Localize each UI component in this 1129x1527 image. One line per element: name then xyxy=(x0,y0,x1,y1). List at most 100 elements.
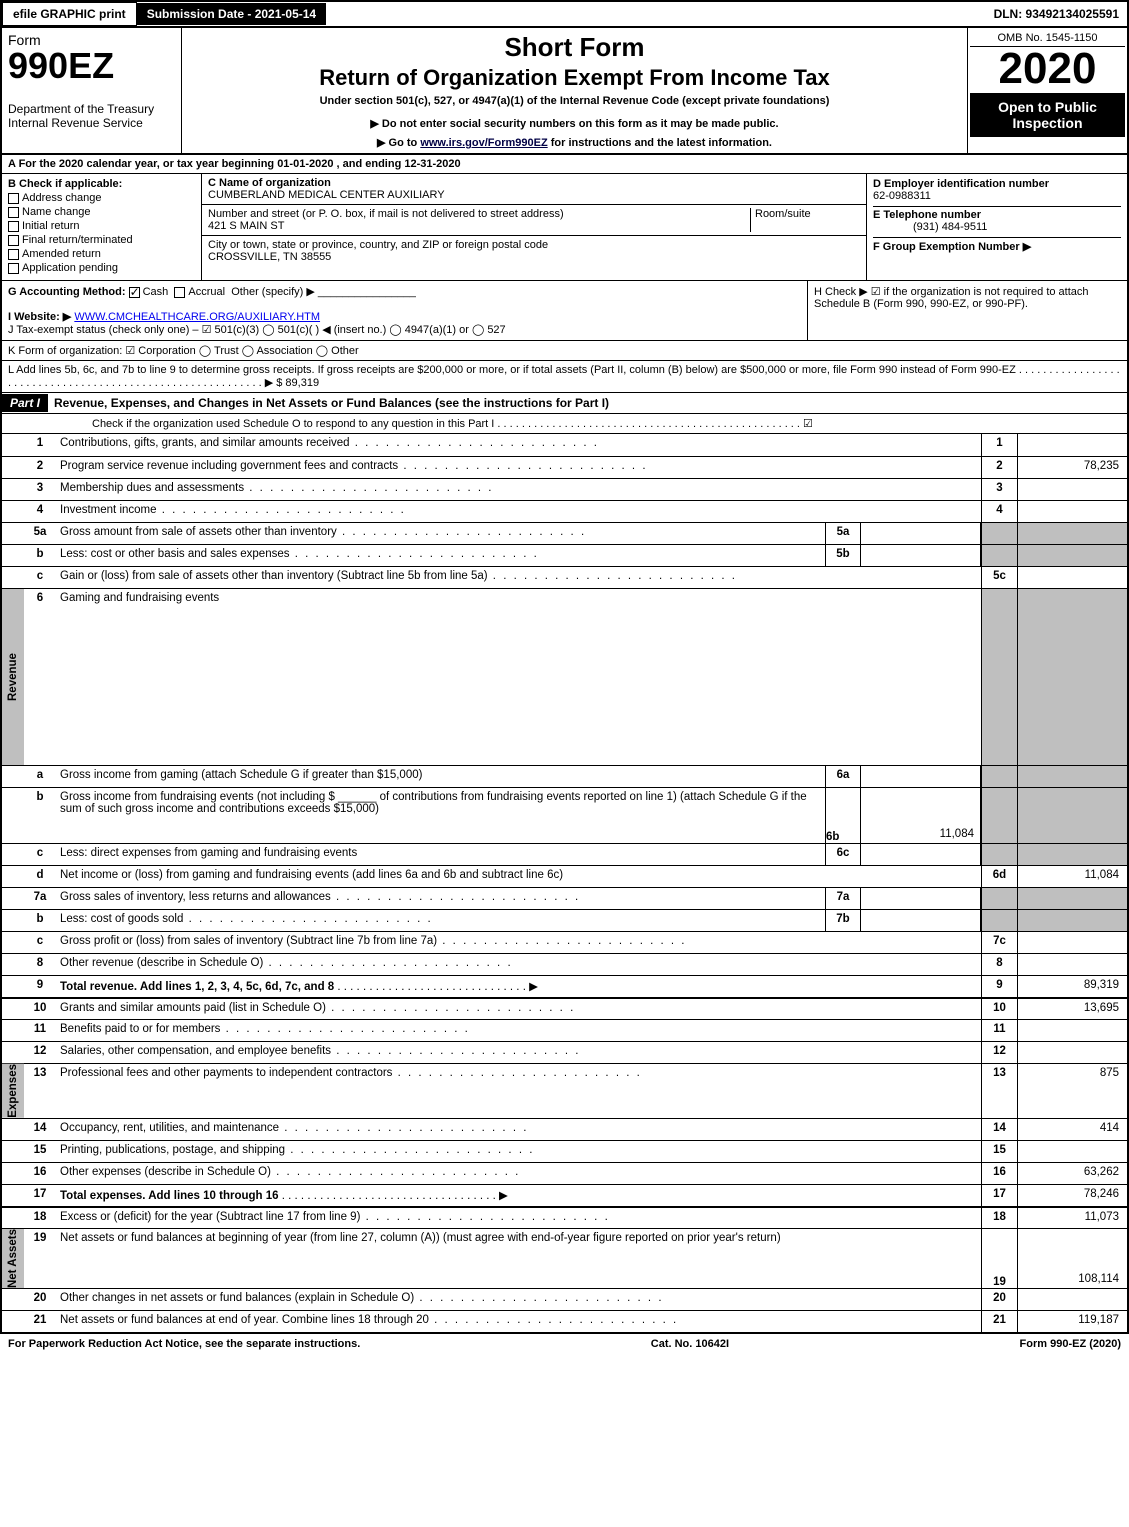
part-i-title: Revenue, Expenses, and Changes in Net As… xyxy=(48,393,1127,413)
footer-right: Form 990-EZ (2020) xyxy=(1020,1338,1121,1350)
l7b-desc: Less: cost of goods sold xyxy=(56,910,825,931)
e-tel-lbl: E Telephone number xyxy=(873,209,981,221)
revenue-tab: Revenue xyxy=(2,589,24,765)
goto-pre: ▶ Go to xyxy=(377,137,420,149)
l8-desc: Other revenue (describe in Schedule O) xyxy=(56,954,981,975)
l20-desc: Other changes in net assets or fund bala… xyxy=(56,1289,981,1310)
l6d-val: 11,084 xyxy=(1017,866,1127,887)
c-addr: 421 S MAIN ST xyxy=(208,220,284,232)
g-lbl: G Accounting Method: xyxy=(8,286,126,298)
l7c-desc: Gross profit or (loss) from sales of inv… xyxy=(56,932,981,953)
l18-val: 11,073 xyxy=(1017,1208,1127,1228)
l4-val xyxy=(1017,501,1127,522)
c-room-lbl: Room/suite xyxy=(750,208,860,232)
l-text: L Add lines 5b, 6c, and 7b to line 9 to … xyxy=(8,364,1120,389)
f-grp-lbl: F Group Exemption Number ▶ xyxy=(873,241,1031,253)
l15-val xyxy=(1017,1141,1127,1162)
l7c-val xyxy=(1017,932,1127,953)
c-city: CROSSVILLE, TN 38555 xyxy=(208,251,331,263)
k-line: K Form of organization: ☑ Corporation ◯ … xyxy=(0,341,1129,361)
l6b-val: 11,084 xyxy=(861,788,981,843)
l18-desc: Excess or (deficit) for the year (Subtra… xyxy=(56,1208,981,1228)
l5b-val xyxy=(861,545,981,566)
l13-desc: Professional fees and other payments to … xyxy=(56,1064,981,1118)
b-final[interactable]: Final return/terminated xyxy=(8,234,195,246)
dept-label: Department of the Treasury xyxy=(8,102,175,116)
l9-val: 89,319 xyxy=(1017,976,1127,997)
l17-val: 78,246 xyxy=(1017,1185,1127,1206)
l5c-desc: Gain or (loss) from sale of assets other… xyxy=(56,567,981,588)
l8-val xyxy=(1017,954,1127,975)
b-addr-change[interactable]: Address change xyxy=(8,192,195,204)
l19-desc: Net assets or fund balances at beginning… xyxy=(56,1229,981,1288)
return-title: Return of Organization Exempt From Incom… xyxy=(190,65,959,91)
col-b: B Check if applicable: Address change Na… xyxy=(2,174,202,280)
i-lbl: I Website: ▶ xyxy=(8,311,71,323)
l4-desc: Investment income xyxy=(56,501,981,522)
part-i-check: Check if the organization used Schedule … xyxy=(0,414,1129,434)
ssn-warning: ▶ Do not enter social security numbers o… xyxy=(190,117,959,130)
footer-left: For Paperwork Reduction Act Notice, see … xyxy=(8,1338,360,1350)
h-box: H Check ▶ ☑ if the organization is not r… xyxy=(807,281,1127,340)
l1-desc: Contributions, gifts, grants, and simila… xyxy=(56,434,981,456)
efile-btn[interactable]: efile GRAPHIC print xyxy=(2,2,137,26)
l6c-desc: Less: direct expenses from gaming and fu… xyxy=(56,844,825,865)
l7a-val xyxy=(861,888,981,909)
top-bar: efile GRAPHIC print Submission Date - 20… xyxy=(0,0,1129,28)
d-ein: 62-0988311 xyxy=(873,190,931,202)
c-addr-lbl: Number and street (or P. O. box, if mail… xyxy=(208,208,564,220)
l5a-val xyxy=(861,523,981,544)
b-amended[interactable]: Amended return xyxy=(8,248,195,260)
l20-val xyxy=(1017,1289,1127,1310)
l6c-val xyxy=(861,844,981,865)
page-footer: For Paperwork Reduction Act Notice, see … xyxy=(0,1334,1129,1354)
l9-desc: Total revenue. Add lines 1, 2, 3, 4, 5c,… xyxy=(56,976,981,997)
subdate-btn[interactable]: Submission Date - 2021-05-14 xyxy=(137,3,327,25)
goto-line: ▶ Go to www.irs.gov/Form990EZ for instru… xyxy=(190,136,959,149)
b-pending[interactable]: Application pending xyxy=(8,262,195,274)
l7a-desc: Gross sales of inventory, less returns a… xyxy=(56,888,825,909)
part-i-table: 1Contributions, gifts, grants, and simil… xyxy=(0,434,1129,1334)
footer-mid: Cat. No. 10642I xyxy=(651,1338,729,1350)
l-val: $ 89,319 xyxy=(276,377,319,389)
l1-val xyxy=(1017,434,1127,456)
g-accr-chk[interactable] xyxy=(174,287,185,298)
open-inspection: Open to Public Inspection xyxy=(970,93,1125,137)
l17-desc: Total expenses. Add lines 10 through 16 … xyxy=(56,1185,981,1206)
l6b-desc: Gross income from fundraising events (no… xyxy=(56,788,825,843)
e-tel: (931) 484-9511 xyxy=(873,221,987,233)
l13-val: 875 xyxy=(1017,1064,1127,1118)
b-title: B Check if applicable: xyxy=(8,178,195,190)
g-cash-chk[interactable] xyxy=(129,287,140,298)
entity-block: B Check if applicable: Address change Na… xyxy=(0,174,1129,281)
l12-desc: Salaries, other compensation, and employ… xyxy=(56,1042,981,1063)
l12-val xyxy=(1017,1042,1127,1063)
l6a-val xyxy=(861,766,981,787)
l11-val xyxy=(1017,1020,1127,1041)
l2-desc: Program service revenue including govern… xyxy=(56,457,981,478)
l5b-desc: Less: cost or other basis and sales expe… xyxy=(56,545,825,566)
j-line: J Tax-exempt status (check only one) – ☑… xyxy=(8,324,506,336)
l6a-desc: Gross income from gaming (attach Schedul… xyxy=(56,766,825,787)
dln-label: DLN: 93492134025591 xyxy=(994,7,1127,21)
l5c-val xyxy=(1017,567,1127,588)
g-accr: Accrual xyxy=(188,286,225,298)
l14-val: 414 xyxy=(1017,1119,1127,1140)
c-city-lbl: City or town, state or province, country… xyxy=(208,239,548,251)
l6d-desc: Net income or (loss) from gaming and fun… xyxy=(56,866,981,887)
l10-desc: Grants and similar amounts paid (list in… xyxy=(56,999,981,1019)
g-other: Other (specify) ▶ xyxy=(231,286,315,298)
l21-desc: Net assets or fund balances at end of ye… xyxy=(56,1311,981,1332)
goto-link[interactable]: www.irs.gov/Form990EZ xyxy=(420,137,547,149)
l10-val: 13,695 xyxy=(1017,999,1127,1019)
line-a: A For the 2020 calendar year, or tax yea… xyxy=(0,155,1129,174)
form-number: 990EZ xyxy=(8,48,175,84)
b-name-change[interactable]: Name change xyxy=(8,206,195,218)
c-name: CUMBERLAND MEDICAL CENTER AUXILIARY xyxy=(208,189,445,201)
tax-year: 2020 xyxy=(970,47,1125,91)
i-website[interactable]: WWW.CMCHEALTHCARE.ORG/AUXILIARY.HTM xyxy=(74,311,320,323)
under-section: Under section 501(c), 527, or 4947(a)(1)… xyxy=(190,95,959,107)
irs-label: Internal Revenue Service xyxy=(8,116,175,130)
col-d: D Employer identification number 62-0988… xyxy=(867,174,1127,280)
b-initial[interactable]: Initial return xyxy=(8,220,195,232)
